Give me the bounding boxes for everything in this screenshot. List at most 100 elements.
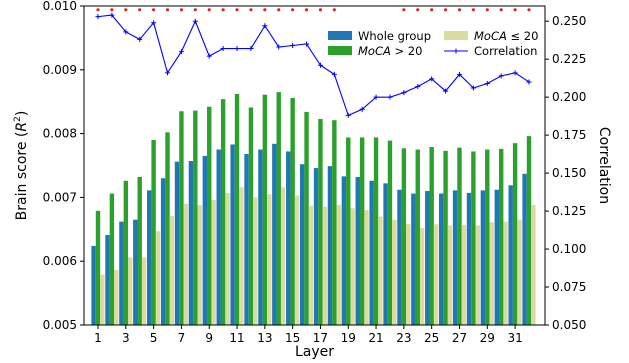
correlation-line-layer xyxy=(95,12,532,118)
bar-moca-at-most-20 xyxy=(419,228,425,325)
x-tick-label: 31 xyxy=(507,331,522,345)
bar-moca-at-most-20 xyxy=(336,205,341,325)
right-y-tick-label: 0.175 xyxy=(552,128,586,142)
bar-whole-group xyxy=(411,193,416,325)
legend-marker-correlation xyxy=(453,48,459,54)
bar-moca-at-most-20 xyxy=(503,221,508,325)
bar-moca-above-20 xyxy=(498,148,504,325)
significance-dot xyxy=(235,8,239,12)
significance-dot xyxy=(110,8,114,12)
bar-moca-at-most-20 xyxy=(489,222,494,325)
bar-moca-at-most-20 xyxy=(239,187,244,325)
x-tick-label: 3 xyxy=(122,331,130,345)
correlation-point xyxy=(345,112,351,118)
left-y-tick-label: 0.006 xyxy=(43,254,77,268)
significance-dot xyxy=(402,8,406,12)
bar-moca-above-20 xyxy=(526,136,532,325)
bar-moca-at-most-20 xyxy=(517,219,522,325)
x-tick-label: 21 xyxy=(368,331,383,345)
correlation-point xyxy=(484,80,490,86)
x-axis-label: Layer xyxy=(295,344,334,360)
right-y-tick-label: 0.200 xyxy=(552,90,586,104)
bar-whole-group xyxy=(452,190,458,325)
bar-moca-above-20 xyxy=(123,180,129,325)
correlation-point xyxy=(123,29,129,35)
x-tick-label: 9 xyxy=(205,331,213,345)
left-y-tick-label: 0.008 xyxy=(43,127,77,141)
correlation-point xyxy=(248,46,254,52)
correlation-point xyxy=(512,70,518,76)
significance-markers xyxy=(96,8,531,12)
bar-moca-at-most-20 xyxy=(406,224,411,325)
plot-frame xyxy=(83,5,546,326)
bar-moca-above-20 xyxy=(179,111,184,326)
significance-dot xyxy=(124,8,128,12)
significance-dot xyxy=(221,8,225,12)
bar-moca-above-20 xyxy=(137,176,142,325)
bar-whole-group xyxy=(244,154,249,325)
bar-whole-group xyxy=(105,235,110,325)
bar-moca-at-most-20 xyxy=(364,210,369,325)
bar-moca-above-20 xyxy=(471,151,476,325)
left-y-tick-label: 0.007 xyxy=(43,190,77,204)
bar-moca-at-most-20 xyxy=(183,203,189,325)
bar-whole-group xyxy=(355,176,360,325)
bar-moca-above-20 xyxy=(512,143,518,325)
bar-moca-above-20 xyxy=(429,147,434,325)
significance-dot xyxy=(165,8,170,12)
bar-moca-at-most-20 xyxy=(378,216,383,325)
legend-label: Correlation xyxy=(474,44,537,58)
bar-moca-at-most-20 xyxy=(197,205,202,325)
bar-moca-above-20 xyxy=(304,111,309,325)
x-tick-label: 11 xyxy=(229,331,244,345)
bar-whole-group xyxy=(119,221,124,325)
x-axis: 1 3 5 7 9 11 13 15 17 19 21 23 25 27 29 31 xyxy=(94,325,523,345)
significance-dot xyxy=(471,8,475,12)
bar-moca-above-20 xyxy=(415,149,420,325)
bar-moca-at-most-20 xyxy=(128,257,133,325)
correlation-point xyxy=(95,14,101,20)
bar-whole-group xyxy=(160,178,166,325)
x-tick-label: 19 xyxy=(341,331,356,345)
right-y-tick-label: 0.050 xyxy=(552,318,586,332)
bar-whole-group xyxy=(522,173,527,325)
bar-moca-at-most-20 xyxy=(141,257,147,325)
x-tick-label: 17 xyxy=(313,331,328,345)
left-y-tick-label: 0.005 xyxy=(43,318,77,332)
bar-moca-above-20 xyxy=(457,147,462,325)
correlation-point xyxy=(220,46,226,52)
correlation-point xyxy=(498,73,504,79)
correlation-point xyxy=(206,53,212,59)
right-y-tick-label: 0.250 xyxy=(552,14,586,28)
bar-moca-at-most-20 xyxy=(211,199,216,325)
legend-swatch-moca-above-20 xyxy=(328,46,352,55)
bar-moca-at-most-20 xyxy=(155,231,161,325)
correlation-point xyxy=(234,46,240,52)
significance-dot xyxy=(152,8,156,12)
bar-whole-group xyxy=(133,219,138,325)
bar-moca-at-most-20 xyxy=(280,187,286,325)
correlation-point xyxy=(192,18,198,24)
legend-label: MoCA > 20 xyxy=(358,44,422,58)
bar-whole-group xyxy=(258,149,263,325)
right-y-tick-label: 0.225 xyxy=(552,52,586,66)
significance-dot xyxy=(249,8,253,12)
legend-label: Whole group xyxy=(358,29,431,43)
bar-moca-at-most-20 xyxy=(392,219,397,325)
bar-whole-group xyxy=(369,180,374,325)
left-y-axis: 0.005 0.006 0.007 0.008 0.009 0.010 xyxy=(43,0,84,332)
bar-whole-group xyxy=(286,151,291,325)
legend-swatch-whole-group xyxy=(328,31,352,40)
significance-dot xyxy=(263,8,267,12)
significance-dot xyxy=(430,8,434,12)
correlation-line xyxy=(97,14,530,117)
significance-dot xyxy=(304,8,309,12)
correlation-point xyxy=(331,71,337,77)
bar-moca-above-20 xyxy=(207,106,212,325)
correlation-point xyxy=(304,41,310,47)
correlation-point xyxy=(429,76,435,82)
bar-moca-above-20 xyxy=(248,107,254,325)
right-y-tick-label: 0.125 xyxy=(552,204,586,218)
x-tick-label: 27 xyxy=(452,331,467,345)
